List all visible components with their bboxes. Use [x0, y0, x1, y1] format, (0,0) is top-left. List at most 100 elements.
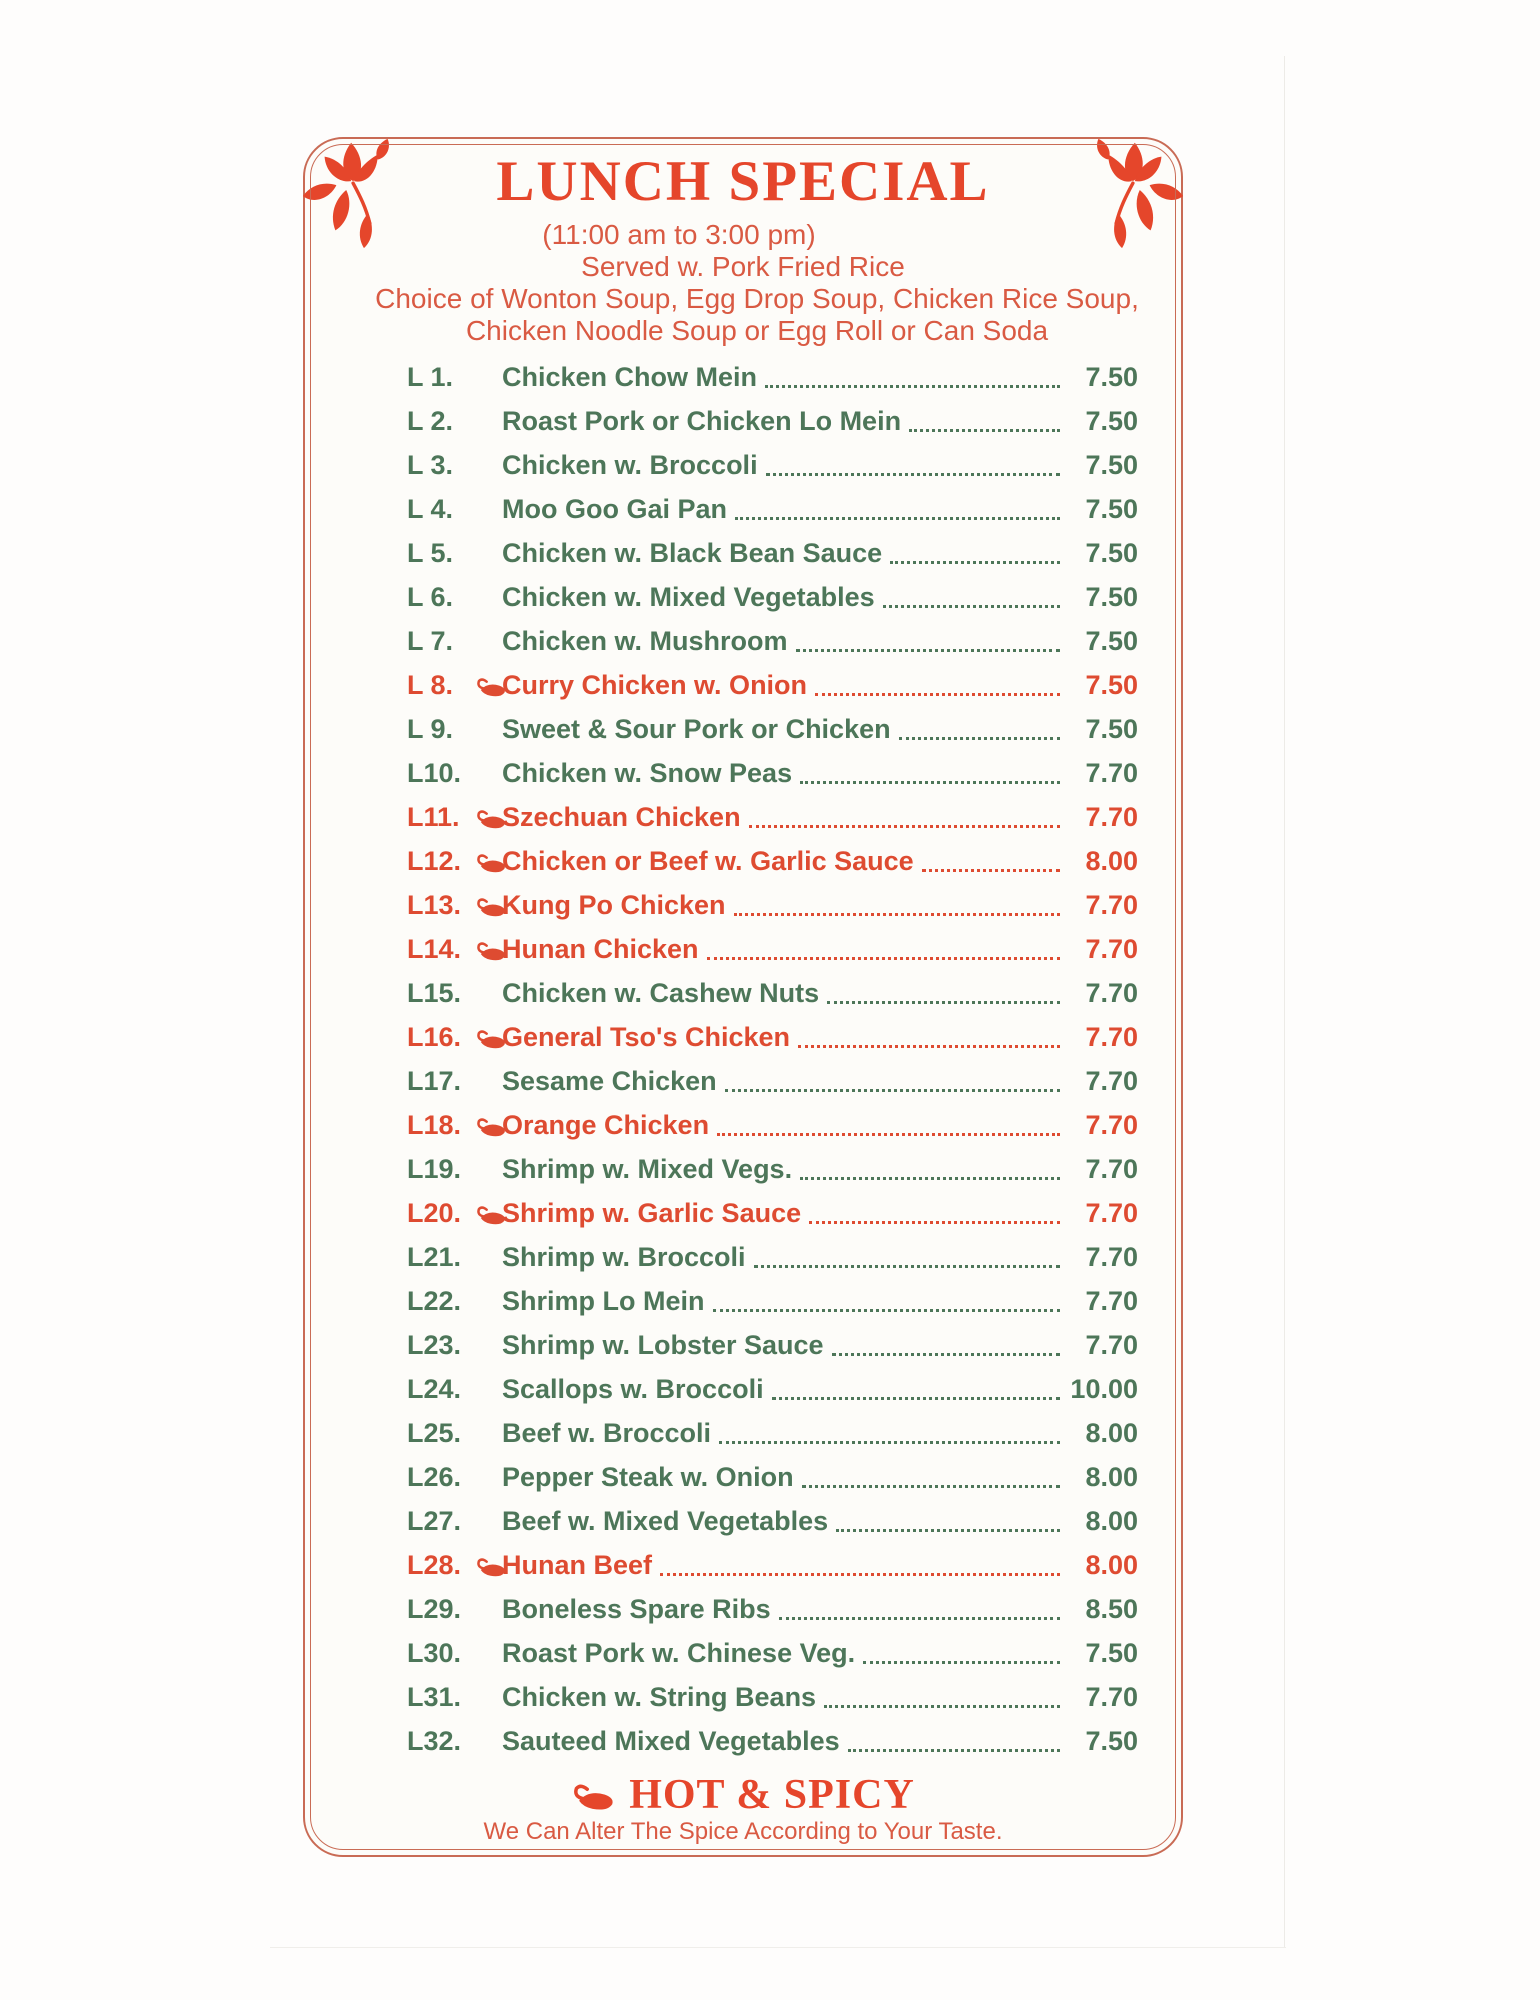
item-name: Chicken w. Black Bean Sauce [502, 537, 883, 568]
menu-item-row: L26. Pepper Steak w. Onion 8.00 [305, 1455, 1181, 1499]
hot-spicy-heading-row: HOT & SPICY [305, 1774, 1181, 1816]
dotted-leader [801, 1484, 1060, 1488]
item-label-text: L 8. [407, 669, 454, 700]
hours-line: (11:00 am to 3:00 pm) [542, 219, 816, 250]
item-price: 7.70 [1085, 1285, 1138, 1316]
menu-item-row: L 6. Chicken w. Mixed Vegetables 7.50 [305, 575, 1181, 619]
item-label-text: L26. [407, 1461, 462, 1492]
item-label-text: L 1. [407, 361, 454, 392]
menu-item-row: L30. Roast Pork w. Chinese Veg. 7.50 [305, 1631, 1181, 1675]
item-name: Chicken or Beef w. Garlic Sauce [502, 845, 914, 876]
item-price: 7.70 [1085, 1241, 1138, 1272]
item-label-text: L 9. [407, 713, 454, 744]
item-price: 7.70 [1085, 1065, 1138, 1096]
item-name: Chicken w. Broccoli [502, 449, 758, 480]
dotted-leader [765, 472, 1060, 476]
dotted-leader [795, 648, 1060, 652]
item-label-text: L20. [407, 1197, 462, 1228]
dotted-leader [863, 1660, 1060, 1664]
spice-note: We Can Alter The Spice According to Your… [483, 1818, 1003, 1845]
menu-item-row: L31. Chicken w. String Beans 7.70 [305, 1675, 1181, 1719]
menu-item-row: L17. Sesame Chicken 7.70 [305, 1059, 1181, 1103]
item-name: Beef w. Mixed Vegetables [502, 1505, 829, 1536]
dotted-leader [847, 1748, 1060, 1752]
menu-item-row: L28. Hunan Beef 8.00 [305, 1543, 1181, 1587]
dotted-leader [800, 780, 1060, 784]
item-price: 7.50 [1085, 669, 1138, 700]
soup-choice-line-1: Choice of Wonton Soup, Egg Drop Soup, Ch… [375, 283, 1139, 314]
item-label-text: L29. [407, 1593, 462, 1624]
item-price: 8.00 [1085, 1549, 1138, 1580]
menu-item-row: L11. Szechuan Chicken 7.70 [305, 795, 1181, 839]
dotted-leader [771, 1396, 1060, 1400]
item-price: 7.70 [1085, 1681, 1138, 1712]
item-label-text: L11. [407, 801, 460, 832]
item-label: L 8. [407, 669, 505, 701]
item-price: 8.00 [1085, 1417, 1138, 1448]
item-price: 7.50 [1085, 405, 1138, 436]
item-label: L 9. [407, 714, 502, 745]
item-name: General Tso's Chicken [502, 1021, 791, 1052]
menu-item-list: L 1. Chicken Chow Mein 7.50 L 2. Roast P… [305, 355, 1181, 1763]
menu-item-row: L 3. Chicken w. Broccoli 7.50 [305, 443, 1181, 487]
item-label-text: L12. [407, 845, 462, 876]
item-label: L 6. [407, 582, 502, 613]
menu-item-row: L24. Scallops w. Broccoli 10.00 [305, 1367, 1181, 1411]
dotted-leader [798, 1044, 1060, 1048]
dotted-leader [809, 1220, 1060, 1224]
item-name: Chicken w. Cashew Nuts [502, 977, 820, 1008]
item-label: L21. [407, 1242, 502, 1273]
item-label-text: L13. [407, 889, 462, 920]
dotted-leader [717, 1132, 1060, 1136]
item-name: Shrimp w. Garlic Sauce [502, 1197, 802, 1228]
item-label-text: L25. [407, 1417, 462, 1448]
dotted-leader [890, 560, 1060, 564]
dotted-leader [800, 1176, 1060, 1180]
item-price: 7.50 [1085, 537, 1138, 568]
item-label: L 3. [407, 450, 502, 481]
pepper-icon [477, 853, 505, 872]
item-price: 7.70 [1085, 757, 1138, 788]
item-label-text: L31. [407, 1681, 462, 1712]
item-price: 8.00 [1085, 1461, 1138, 1492]
menu-item-row: L15. Chicken w. Cashew Nuts 7.70 [305, 971, 1181, 1015]
item-name: Roast Pork or Chicken Lo Mein [502, 405, 902, 436]
item-price: 7.70 [1085, 933, 1138, 964]
item-label: L26. [407, 1462, 502, 1493]
dotted-leader [909, 428, 1060, 432]
menu-item-row: L 5. Chicken w. Black Bean Sauce 7.50 [305, 531, 1181, 575]
item-label-text: L 6. [407, 581, 454, 612]
menu-item-row: L27. Beef w. Mixed Vegetables 8.00 [305, 1499, 1181, 1543]
item-label: L17. [407, 1066, 502, 1097]
item-label-text: L28. [407, 1549, 462, 1580]
item-label-text: L16. [407, 1021, 462, 1052]
item-label-text: L27. [407, 1505, 462, 1536]
item-label: L16. [407, 1021, 505, 1053]
dotted-leader [831, 1352, 1060, 1356]
item-name: Sauteed Mixed Vegetables [502, 1725, 840, 1756]
menu-item-row: L 1. Chicken Chow Mein 7.50 [305, 355, 1181, 399]
dotted-leader [753, 1264, 1060, 1268]
item-price: 7.70 [1085, 1197, 1138, 1228]
item-name: Boneless Spare Ribs [502, 1593, 771, 1624]
item-price: 7.50 [1085, 713, 1138, 744]
item-label-text: L10. [407, 757, 462, 788]
pepper-icon [574, 1784, 613, 1810]
menu-item-row: L12. Chicken or Beef w. Garlic Sauce 8.0… [305, 839, 1181, 883]
item-name: Hunan Chicken [502, 933, 699, 964]
item-label: L 1. [407, 362, 502, 393]
menu-item-row: L18. Orange Chicken 7.70 [305, 1103, 1181, 1147]
dotted-leader [898, 736, 1060, 740]
item-label-text: L17. [407, 1065, 462, 1096]
item-label: L23. [407, 1330, 502, 1361]
item-name: Sweet & Sour Pork or Chicken [502, 713, 891, 744]
item-label-text: L32. [407, 1725, 462, 1756]
item-name: Roast Pork w. Chinese Veg. [502, 1637, 856, 1668]
item-label: L 5. [407, 538, 502, 569]
dotted-leader [827, 1000, 1060, 1004]
dotted-leader [719, 1440, 1060, 1444]
menu-item-row: L 9. Sweet & Sour Pork or Chicken 7.50 [305, 707, 1181, 751]
item-name: Beef w. Broccoli [502, 1417, 712, 1448]
menu-item-row: L32. Sauteed Mixed Vegetables 7.50 [305, 1719, 1181, 1763]
item-label-text: L24. [407, 1373, 462, 1404]
